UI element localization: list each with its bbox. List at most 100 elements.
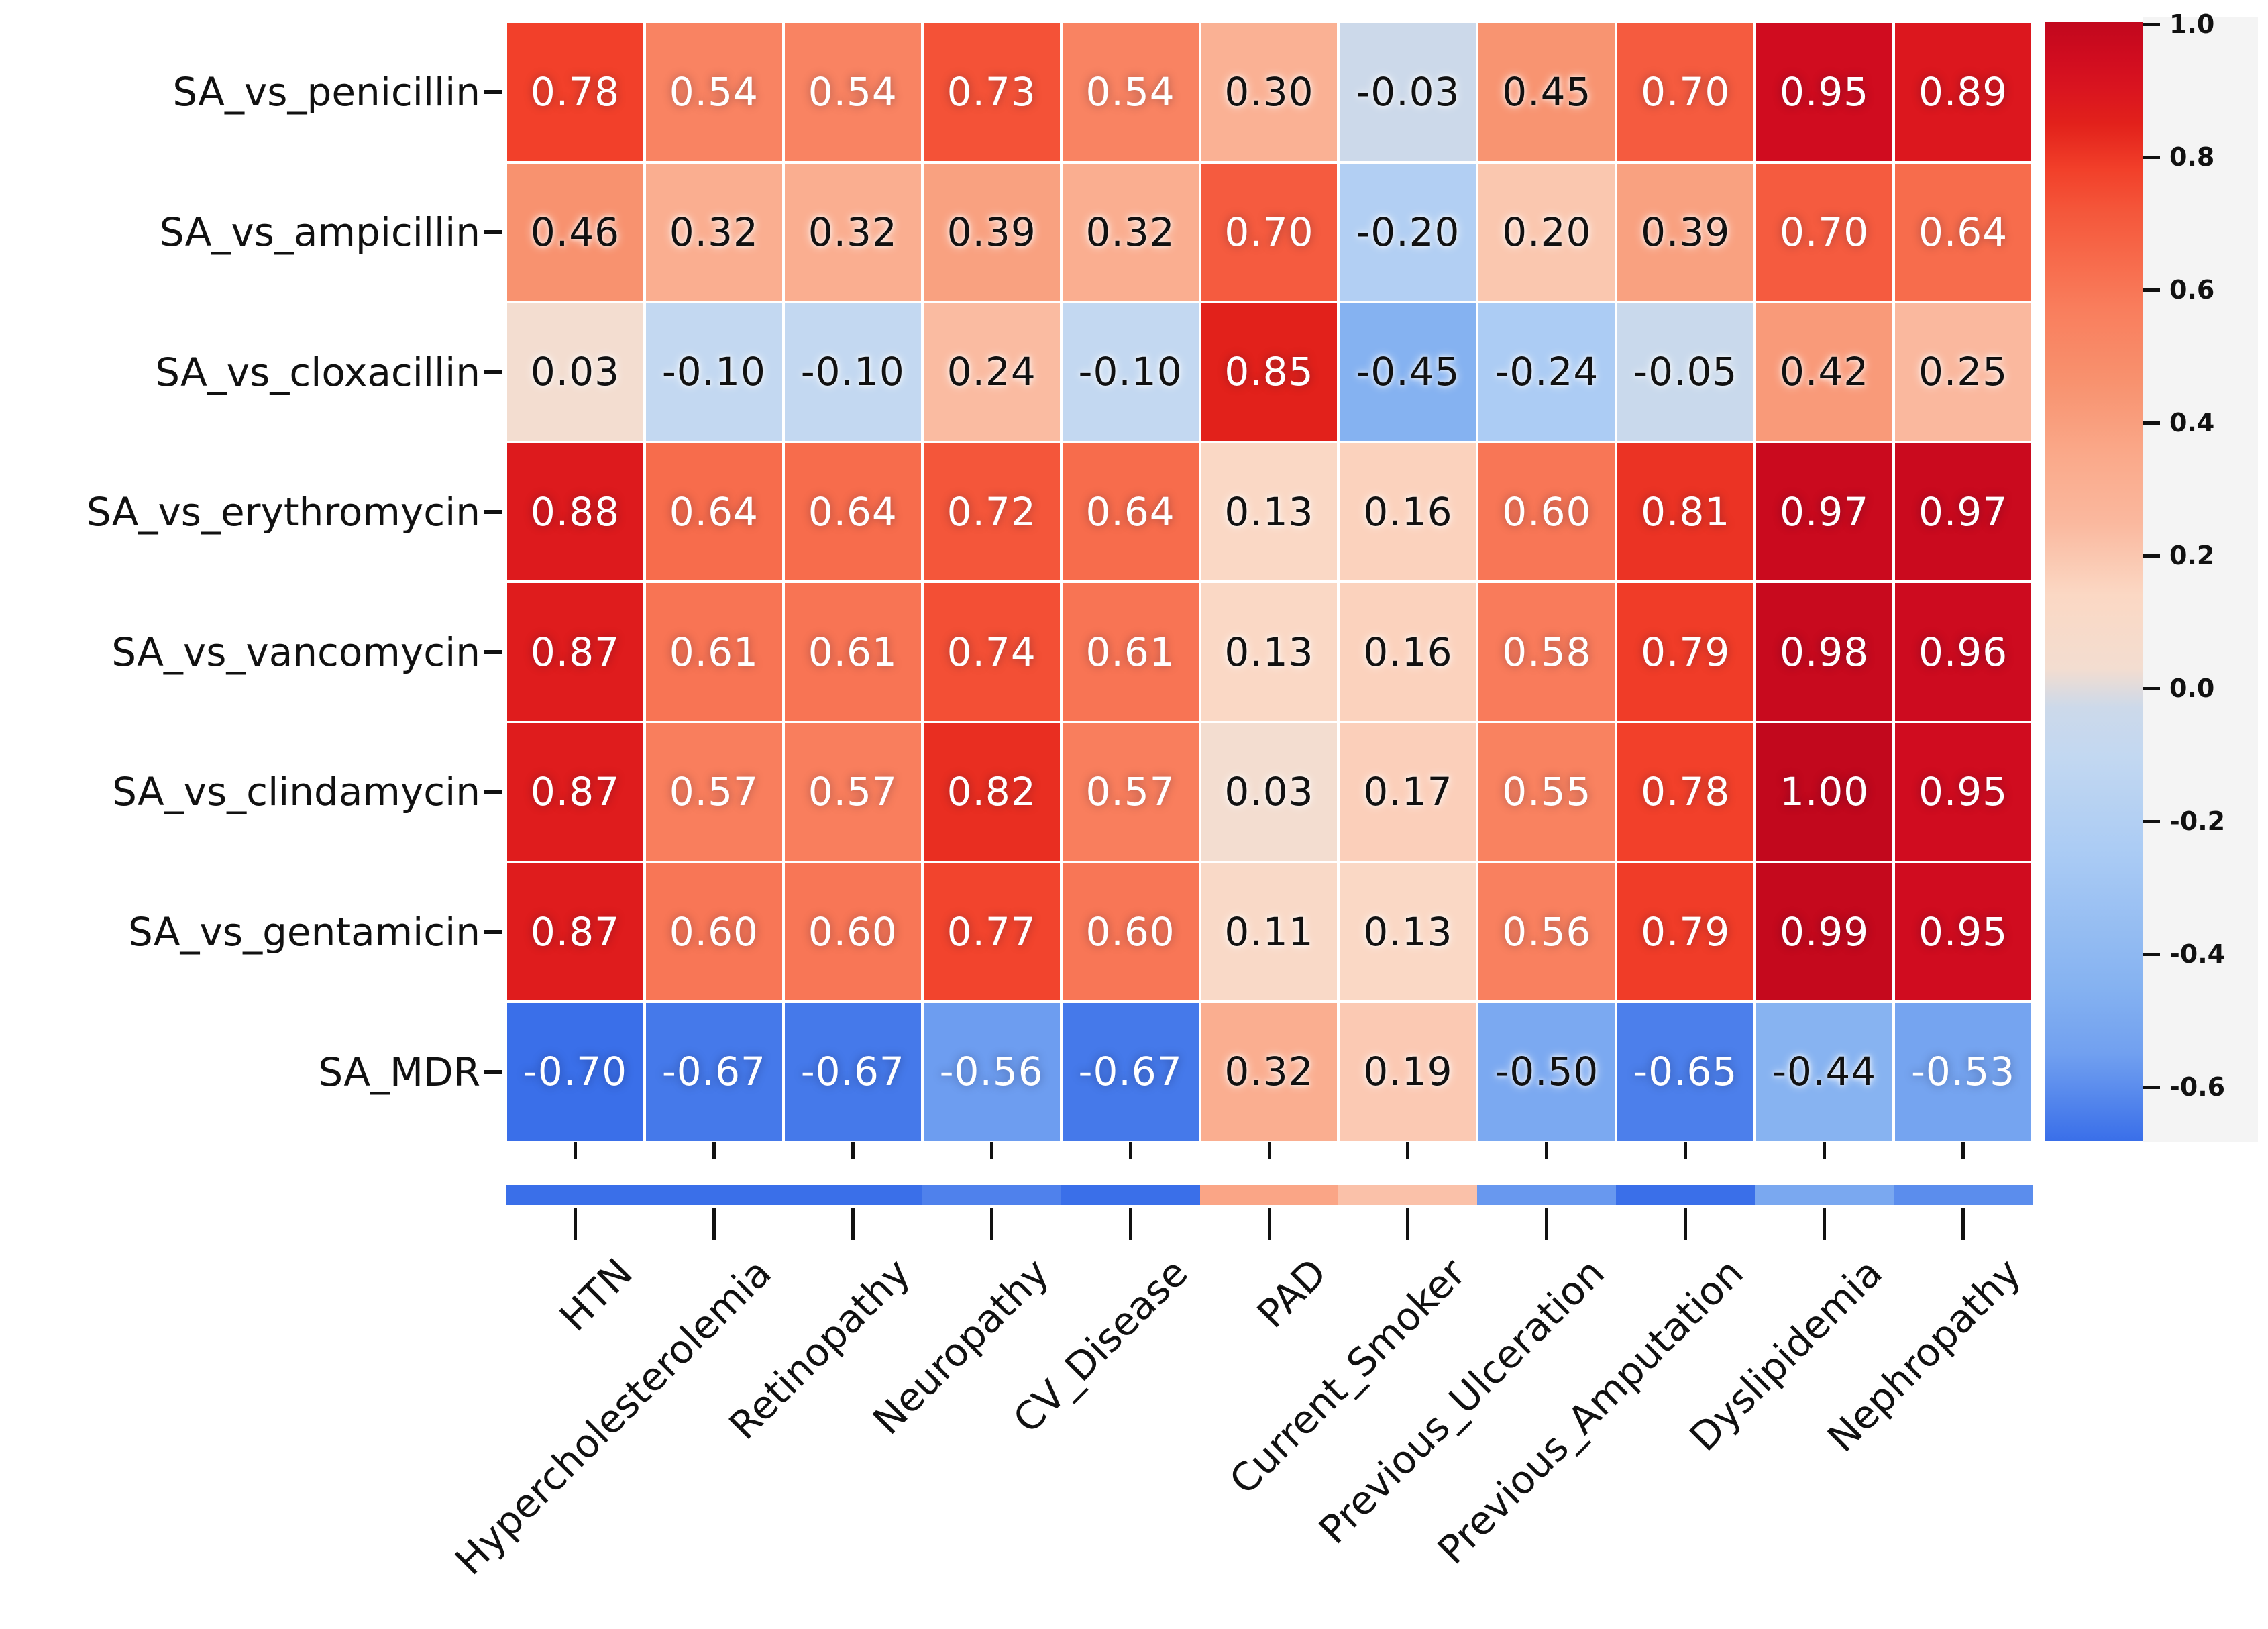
bottom-strip-cell (506, 1185, 645, 1205)
y-tick-mark (484, 370, 502, 374)
heatmap-cell: 0.60 (784, 863, 921, 1001)
heatmap-cell: -0.10 (784, 303, 921, 441)
heatmap-cell: 0.13 (1201, 443, 1338, 581)
colorbar-tick-label: 1.0 (2169, 9, 2215, 39)
bottom-strip-cell (1199, 1185, 1339, 1205)
heatmap-cell: 1.00 (1756, 723, 1893, 861)
heatmap-cell: 0.03 (507, 303, 643, 441)
bottom-strip-cell (1061, 1185, 1201, 1205)
x-tick-mark (1406, 1141, 1410, 1159)
heatmap-cell: 0.54 (1062, 23, 1199, 161)
heatmap-cell: -0.44 (1756, 1003, 1893, 1141)
colorbar-tick-mark (2143, 1085, 2160, 1089)
heatmap-cell: 0.74 (923, 583, 1060, 721)
heatmap-cell: 0.19 (1340, 1003, 1476, 1141)
heatmap-cell: 0.39 (1617, 163, 1754, 301)
y-tick-mark (484, 790, 502, 794)
x-tick-label: HTN (551, 1249, 642, 1341)
bottom-strip-cell (1894, 1185, 2033, 1205)
heatmap-cell: 0.70 (1617, 23, 1754, 161)
heatmap-cell: 0.57 (784, 723, 921, 861)
heatmap-cell: -0.05 (1617, 303, 1754, 441)
bottom-strip-cell (922, 1185, 1062, 1205)
row-label: SA_vs_clindamycin (112, 769, 480, 815)
x-tick-mark (573, 1141, 577, 1159)
x-tick-mark (1823, 1141, 1827, 1159)
heatmap-cell: 0.20 (1478, 163, 1615, 301)
x-tick-mark (851, 1208, 855, 1240)
colorbar-panel (2143, 17, 2258, 1142)
x-tick-mark (1823, 1208, 1827, 1240)
x-tick-mark (1545, 1141, 1549, 1159)
heatmap-cell: 0.61 (645, 583, 782, 721)
heatmap-cell: 0.96 (1895, 583, 2031, 721)
heatmap-cell: 0.25 (1895, 303, 2031, 441)
y-tick-mark (484, 90, 502, 95)
y-tick-mark (484, 1069, 502, 1074)
bottom-strip-cell (1477, 1185, 1617, 1205)
colorbar-tick-label: -0.6 (2169, 1072, 2226, 1102)
x-tick-mark (712, 1141, 716, 1159)
heatmap-cell: -0.67 (784, 1003, 921, 1141)
heatmap-cell: 0.85 (1201, 303, 1338, 441)
colorbar-tick-mark (2143, 421, 2160, 425)
heatmap-cell: -0.65 (1617, 1003, 1754, 1141)
colorbar-tick-label: -0.4 (2169, 939, 2226, 969)
heatmap-cell: 0.57 (645, 723, 782, 861)
heatmap-cell: 0.58 (1478, 583, 1615, 721)
x-tick-mark (1961, 1208, 1965, 1240)
heatmap-cell: 0.78 (507, 23, 643, 161)
x-tick-mark (1684, 1141, 1688, 1159)
heatmap-cell: 0.30 (1201, 23, 1338, 161)
heatmap-cell: 0.24 (923, 303, 1060, 441)
heatmap-cell: 0.73 (923, 23, 1060, 161)
x-tick-mark (1545, 1208, 1549, 1240)
heatmap-cell: 0.17 (1340, 723, 1476, 861)
heatmap-cell: 0.87 (507, 583, 643, 721)
heatmap-cell: 0.57 (1062, 723, 1199, 861)
heatmap-cell: 0.64 (1895, 163, 2031, 301)
row-label: SA_vs_penicillin (172, 69, 480, 115)
heatmap-cell: 0.97 (1756, 443, 1893, 581)
heatmap-cell: 0.78 (1617, 723, 1754, 861)
x-tick-mark (573, 1208, 577, 1240)
heatmap-cell: 0.55 (1478, 723, 1615, 861)
heatmap-cell: 0.16 (1340, 443, 1476, 581)
heatmap-cell: 0.99 (1756, 863, 1893, 1001)
colorbar-tick-label: 0.2 (2169, 541, 2215, 570)
bottom-strip-cell (1616, 1185, 1756, 1205)
heatmap-cell: -0.10 (645, 303, 782, 441)
x-tick-mark (1406, 1208, 1410, 1240)
heatmap-cell: -0.45 (1340, 303, 1476, 441)
heatmap-cell: 0.79 (1617, 863, 1754, 1001)
colorbar-tick-label: -0.2 (2169, 806, 2226, 836)
heatmap-cell: 0.32 (784, 163, 921, 301)
x-tick-mark (1684, 1208, 1688, 1240)
row-label: SA_vs_gentamicin (127, 908, 480, 955)
heatmap-cell: 0.46 (507, 163, 643, 301)
heatmap-cell: 0.61 (1062, 583, 1199, 721)
colorbar-tick-mark (2143, 952, 2160, 956)
heatmap-cell: 0.81 (1617, 443, 1754, 581)
heatmap-cell: 0.39 (923, 163, 1060, 301)
heatmap-cell: -0.10 (1062, 303, 1199, 441)
heatmap-cell: 0.60 (645, 863, 782, 1001)
y-tick-mark (484, 510, 502, 515)
row-label: SA_vs_erythromycin (86, 489, 480, 535)
x-tick-mark (1128, 1141, 1132, 1159)
colorbar-tick-label: 0.6 (2169, 275, 2215, 305)
x-tick-mark (1267, 1208, 1271, 1240)
heatmap-cell: 0.32 (645, 163, 782, 301)
heatmap-cell: 0.32 (1062, 163, 1199, 301)
heatmap-cell: 0.13 (1340, 863, 1476, 1001)
x-tick-mark (712, 1208, 716, 1240)
heatmap-cell: 0.87 (507, 863, 643, 1001)
heatmap-cell: 0.64 (1062, 443, 1199, 581)
heatmap-cell: 0.03 (1201, 723, 1338, 861)
colorbar-tick-label: 0.4 (2169, 408, 2215, 437)
colorbar-gradient (2045, 22, 2143, 1141)
heatmap-cell: 0.45 (1478, 23, 1615, 161)
heatmap-cell: 0.95 (1895, 723, 2031, 861)
x-tick-mark (989, 1208, 993, 1240)
y-tick-mark (484, 649, 502, 654)
